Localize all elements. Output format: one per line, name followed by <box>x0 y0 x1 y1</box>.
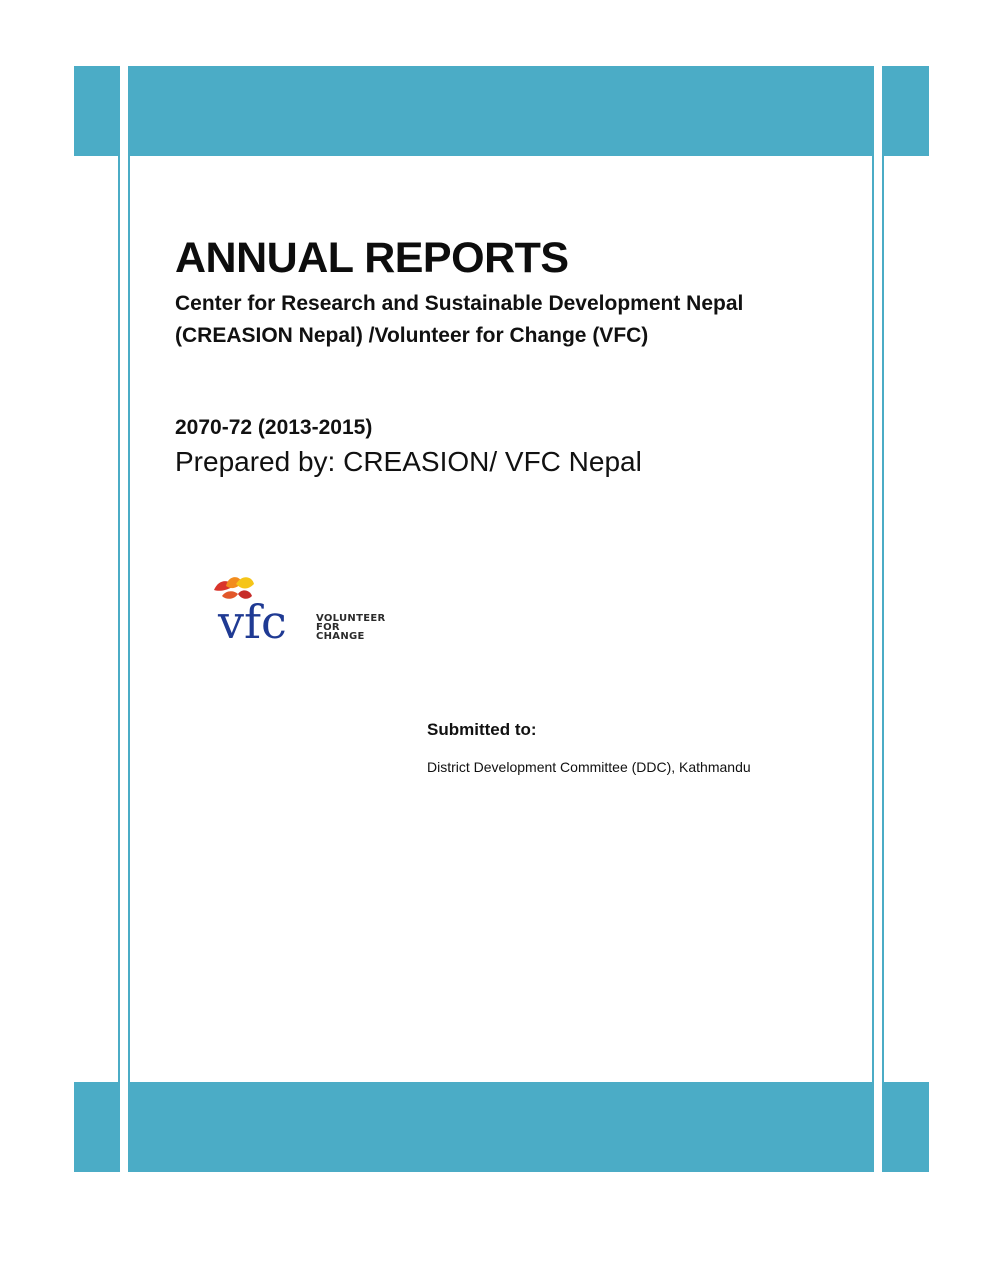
vfc-logo: vfc <box>208 572 428 652</box>
vfc-tagline-line-3: CHANGE <box>316 631 365 642</box>
report-title: ANNUAL REPORTS <box>175 234 569 282</box>
vfc-tagline-line-1: VOLUNTEER <box>316 613 386 624</box>
submitted-to-label: Submitted to: <box>427 720 537 739</box>
bottom-band-center <box>129 1082 873 1172</box>
vfc-logo-graphic: vfc <box>214 577 287 649</box>
vfc-tagline: VOLUNTEER FOR CHANGE <box>316 613 386 642</box>
top-band-left <box>74 66 119 156</box>
organization-name-line-1: Center for Research and Sustainable Deve… <box>175 292 744 315</box>
bottom-band-right <box>883 1082 929 1172</box>
top-band-right <box>883 66 929 156</box>
frame-line-left-outer <box>118 66 120 1172</box>
vfc-wordmark: vfc <box>217 595 287 649</box>
vfc-tagline-line-2: FOR <box>316 622 340 633</box>
bottom-band-left <box>74 1082 119 1172</box>
frame-line-right-inner <box>872 66 874 1172</box>
report-period: 2070-72 (2013-2015) <box>175 416 373 439</box>
prepared-by: Prepared by: CREASION/ VFC Nepal <box>175 446 642 477</box>
submitted-to-recipient: District Development Committee (DDC), Ka… <box>427 759 751 775</box>
frame-line-right-outer <box>882 66 884 1172</box>
organization-name-line-2: (CREASION Nepal) /Volunteer for Change (… <box>175 324 649 347</box>
top-band-center <box>129 66 873 156</box>
frame-line-left-inner <box>128 66 130 1172</box>
